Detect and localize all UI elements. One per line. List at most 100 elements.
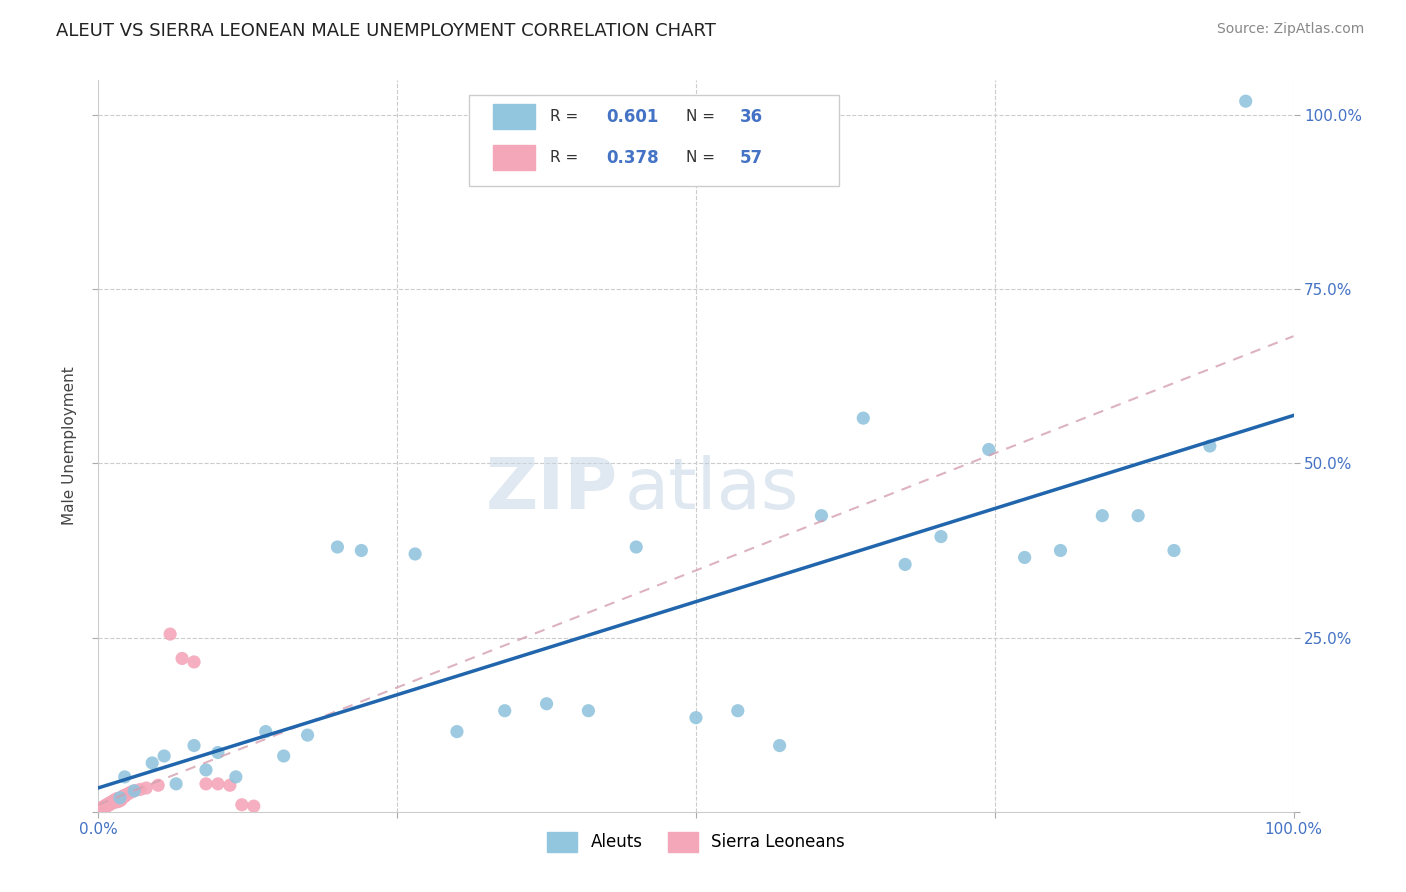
- FancyBboxPatch shape: [470, 95, 839, 186]
- Point: [977, 442, 1000, 457]
- Point: [98, 797, 121, 811]
- Point: [124, 784, 146, 798]
- Point: [231, 797, 253, 812]
- Point: [297, 728, 319, 742]
- Point: [124, 784, 146, 798]
- Point: [93, 799, 115, 814]
- Bar: [494, 145, 534, 170]
- Point: [98, 797, 121, 812]
- Point: [159, 627, 181, 641]
- Point: [1014, 550, 1036, 565]
- Text: R =: R =: [550, 110, 583, 124]
- Text: ALEUT VS SIERRA LEONEAN MALE UNEMPLOYMENT CORRELATION CHART: ALEUT VS SIERRA LEONEAN MALE UNEMPLOYMEN…: [56, 22, 716, 40]
- Point: [112, 789, 135, 804]
- Point: [108, 790, 131, 805]
- Point: [183, 739, 205, 753]
- Point: [225, 770, 247, 784]
- Point: [96, 799, 118, 814]
- Point: [101, 794, 124, 808]
- Point: [120, 785, 142, 799]
- Text: 57: 57: [740, 149, 763, 167]
- Point: [108, 794, 131, 808]
- Point: [114, 770, 136, 784]
- Point: [103, 795, 125, 809]
- Point: [404, 547, 426, 561]
- Point: [626, 540, 648, 554]
- Point: [115, 788, 138, 802]
- Point: [100, 795, 122, 809]
- Point: [685, 711, 707, 725]
- Text: 0.601: 0.601: [606, 108, 659, 126]
- Point: [98, 796, 122, 810]
- Point: [148, 778, 170, 792]
- Point: [183, 655, 205, 669]
- Point: [153, 749, 176, 764]
- Point: [110, 791, 132, 805]
- Point: [117, 787, 139, 801]
- Text: Source: ZipAtlas.com: Source: ZipAtlas.com: [1216, 22, 1364, 37]
- Bar: [494, 103, 534, 129]
- Point: [273, 749, 295, 764]
- Text: N =: N =: [686, 151, 720, 165]
- Point: [111, 790, 134, 805]
- Point: [94, 800, 117, 814]
- Y-axis label: Male Unemployment: Male Unemployment: [62, 367, 77, 525]
- Point: [326, 540, 349, 554]
- Point: [894, 558, 917, 572]
- Point: [93, 800, 115, 814]
- Point: [105, 795, 128, 809]
- Point: [141, 756, 163, 770]
- Point: [103, 794, 125, 808]
- Point: [810, 508, 832, 523]
- Point: [195, 777, 218, 791]
- Point: [165, 777, 187, 791]
- Point: [105, 792, 128, 806]
- Point: [107, 791, 129, 805]
- Text: 0.378: 0.378: [606, 149, 659, 167]
- Text: ZIP: ZIP: [486, 456, 619, 524]
- Point: [172, 651, 194, 665]
- Point: [727, 704, 749, 718]
- Point: [578, 704, 600, 718]
- Point: [929, 530, 952, 544]
- Point: [768, 739, 790, 753]
- Point: [96, 797, 118, 812]
- Point: [135, 780, 157, 795]
- Point: [91, 800, 114, 814]
- Point: [104, 794, 127, 808]
- Point: [852, 411, 875, 425]
- Point: [91, 801, 114, 815]
- Text: 36: 36: [740, 108, 763, 126]
- Point: [107, 794, 129, 808]
- Point: [107, 794, 129, 808]
- Point: [254, 724, 277, 739]
- Point: [90, 802, 112, 816]
- Point: [110, 793, 132, 807]
- Point: [112, 789, 135, 803]
- Point: [207, 746, 229, 760]
- Point: [195, 763, 218, 777]
- Point: [104, 793, 127, 807]
- Point: [129, 782, 152, 797]
- Point: [91, 800, 114, 814]
- Point: [97, 797, 120, 811]
- Point: [1163, 543, 1185, 558]
- Point: [207, 777, 229, 791]
- Point: [90, 803, 112, 817]
- Point: [101, 796, 124, 810]
- Point: [446, 724, 468, 739]
- Text: R =: R =: [550, 151, 583, 165]
- Point: [1128, 508, 1150, 523]
- Point: [100, 797, 122, 811]
- Point: [1049, 543, 1071, 558]
- Point: [108, 792, 131, 806]
- Point: [494, 704, 516, 718]
- Point: [350, 543, 373, 558]
- Legend: Aleuts, Sierra Leoneans: Aleuts, Sierra Leoneans: [540, 826, 852, 858]
- Point: [219, 778, 242, 792]
- Point: [98, 797, 122, 811]
- Point: [91, 802, 114, 816]
- Point: [97, 798, 120, 813]
- Point: [536, 697, 558, 711]
- Point: [243, 799, 266, 814]
